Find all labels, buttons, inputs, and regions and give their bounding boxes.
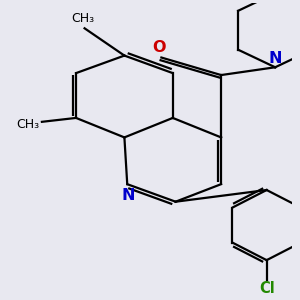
Text: N: N [268, 51, 282, 66]
Text: CH₃: CH₃ [72, 12, 95, 25]
Text: Cl: Cl [259, 281, 274, 296]
Text: O: O [152, 40, 165, 55]
Text: CH₃: CH₃ [16, 118, 39, 130]
Text: N: N [121, 188, 135, 202]
